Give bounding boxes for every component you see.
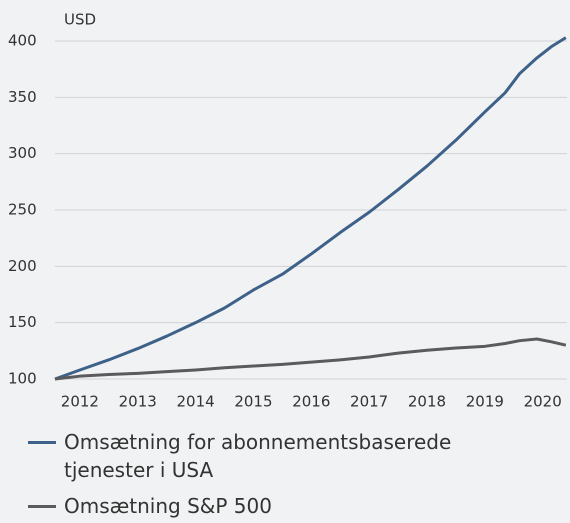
- legend-item: Omsætning S&P 500: [28, 492, 558, 520]
- y-tick-label: 400: [8, 32, 37, 50]
- x-tick-label: 2014: [176, 393, 214, 411]
- series-line: [54, 337, 567, 381]
- y-tick-label: 200: [8, 257, 37, 275]
- x-tick-label: 2018: [408, 393, 446, 411]
- x-tick-label: 2013: [119, 393, 157, 411]
- y-tick-label: 300: [8, 144, 37, 162]
- x-tick-label: 2012: [61, 393, 99, 411]
- y-tick-label: 250: [8, 201, 37, 219]
- x-tick-label: 2019: [466, 393, 504, 411]
- x-tick-label: 2015: [234, 393, 272, 411]
- legend-label: Omsætning S&P 500: [64, 494, 272, 518]
- y-tick-label: 350: [8, 88, 37, 106]
- y-tick-label: 100: [8, 370, 37, 388]
- legend-label: Omsætning for abonnementsbaserede tjenes…: [64, 430, 452, 482]
- y-tick-label: 150: [8, 313, 37, 331]
- legend-item: Omsætning for abonnementsbaserede tjenes…: [28, 428, 558, 484]
- x-tick-label: 2020: [524, 393, 562, 411]
- series-line: [54, 36, 567, 381]
- legend: Omsætning for abonnementsbaserede tjenes…: [28, 428, 558, 523]
- x-tick-label: 2016: [292, 393, 330, 411]
- legend-swatch: [28, 505, 56, 508]
- chart: USD 100 150 200 250 300 350 400 2012 2013 2014 201…: [8, 11, 567, 411]
- legend-swatch: [28, 441, 56, 444]
- x-tick-label: 2017: [350, 393, 388, 411]
- y-axis-label: USD: [64, 11, 96, 29]
